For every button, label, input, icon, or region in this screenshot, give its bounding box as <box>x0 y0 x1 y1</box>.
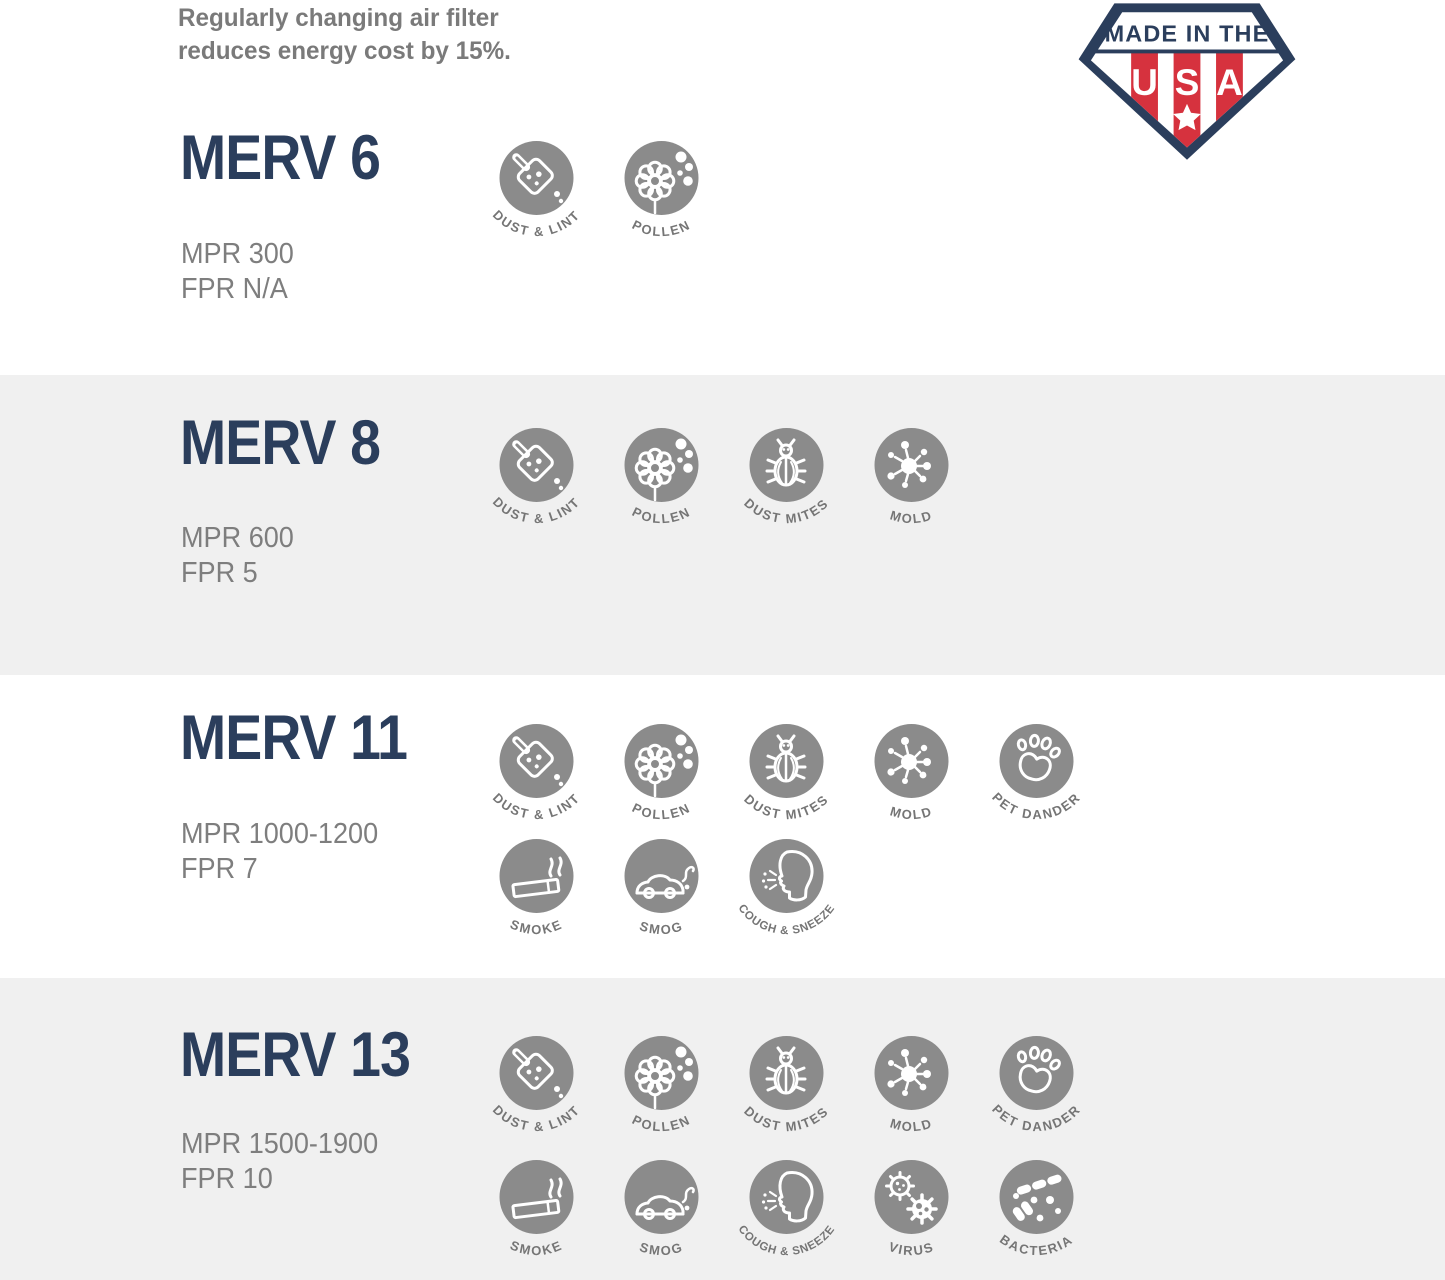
dust-lint-icon: DUST & LINT <box>474 720 599 845</box>
merv6-ratings: MPR 300 FPR N/A <box>181 237 294 307</box>
icon-label: VIRUS <box>887 1239 936 1258</box>
badge-star-icon <box>1173 103 1201 131</box>
merv8-section-background <box>0 375 1445 675</box>
merv6-fpr: FPR N/A <box>181 272 288 305</box>
mold-icon: MOLD <box>849 1032 974 1157</box>
smog-icon: SMOG <box>599 1156 724 1280</box>
merv8-fpr: FPR 5 <box>181 556 258 589</box>
icon-label: SMOKE <box>508 1237 565 1258</box>
icon-label: POLLEN <box>630 800 693 822</box>
dust-lint-icon: DUST & LINT <box>474 1032 599 1157</box>
merv6-mpr: MPR 300 <box>181 238 294 270</box>
tagline: Regularly changing air filter reduces en… <box>178 2 547 68</box>
merv8-icon-row: DUST & LINT POLLEN <box>474 424 974 549</box>
icon-label: SMOG <box>638 918 686 937</box>
merv11-ratings: MPR 1000-1200 FPR 7 <box>181 817 378 887</box>
dust-mites-icon: DUST MITES <box>724 1032 849 1157</box>
icon-label: POLLEN <box>630 217 693 239</box>
badge-letter-s: S <box>1175 62 1200 103</box>
merv13-icon-row-1: DUST & LINT POLLEN <box>474 1032 1099 1157</box>
cough-sneeze-icon: COUGH & SNEEZE <box>724 835 849 960</box>
merv13-mpr: MPR 1500-1900 <box>181 1128 379 1160</box>
merv8-title: MERV 8 <box>180 408 381 478</box>
merv13-ratings: MPR 1500-1900 FPR 10 <box>181 1127 378 1197</box>
merv11-icon-row-2: SMOKE SMOG COUGH <box>474 835 849 960</box>
pet-dander-icon: PET DANDER <box>974 1032 1099 1157</box>
made-in-usa-badge: U S A MADE IN THE <box>1078 3 1296 160</box>
merv8-mpr: MPR 600 <box>181 522 294 554</box>
icon-label: BACTERIA <box>997 1232 1076 1259</box>
pollen-icon: POLLEN <box>599 137 724 262</box>
tagline-line1: Regularly changing air filter <box>178 4 499 32</box>
badge-letter-a: A <box>1216 62 1243 103</box>
pollen-icon: POLLEN <box>599 1032 724 1157</box>
bacteria-icon: BACTERIA <box>974 1156 1099 1280</box>
dust-lint-icon: DUST & LINT <box>474 424 599 549</box>
merv11-fpr: FPR 7 <box>181 852 258 885</box>
merv11-mpr: MPR 1000-1200 <box>181 818 379 850</box>
dust-lint-icon: DUST & LINT <box>474 137 599 262</box>
virus-icon: VIRUS <box>849 1156 974 1280</box>
icon-label: SMOKE <box>508 916 565 937</box>
merv13-fpr: FPR 10 <box>181 1162 273 1195</box>
pet-dander-icon: PET DANDER <box>974 720 1099 845</box>
smog-icon: SMOG <box>599 835 724 960</box>
merv6-icon-row: DUST & LINT POLLEN <box>474 137 724 262</box>
merv13-title: MERV 13 <box>180 1020 411 1090</box>
icon-label: MOLD <box>888 803 934 822</box>
icon-label: MOLD <box>888 1115 934 1134</box>
merv8-ratings: MPR 600 FPR 5 <box>181 521 294 591</box>
dust-mites-icon: DUST MITES <box>724 720 849 845</box>
tagline-line2: reduces energy cost by 15%. <box>178 37 511 65</box>
icon-label: POLLEN <box>630 1112 693 1134</box>
merv13-section-background <box>0 978 1445 1280</box>
pollen-icon: POLLEN <box>599 424 724 549</box>
merv11-title: MERV 11 <box>180 703 408 773</box>
merv13-icon-row-2: SMOKE SMOG COUGH <box>474 1156 1099 1280</box>
smoke-icon: SMOKE <box>474 1156 599 1280</box>
cough-sneeze-icon: COUGH & SNEEZE <box>724 1156 849 1280</box>
merv6-title: MERV 6 <box>180 123 381 193</box>
mold-icon: MOLD <box>849 720 974 845</box>
icon-label: POLLEN <box>630 504 693 526</box>
smoke-icon: SMOKE <box>474 835 599 960</box>
badge-letter-u: U <box>1131 62 1158 103</box>
icon-label: SMOG <box>638 1239 686 1258</box>
badge-stripes: U S A <box>1131 52 1243 148</box>
icon-label: MOLD <box>888 507 934 526</box>
badge-top-text: MADE IN THE <box>1105 20 1270 46</box>
pollen-icon: POLLEN <box>599 720 724 845</box>
mold-icon: MOLD <box>849 424 974 549</box>
dust-mites-icon: DUST MITES <box>724 424 849 549</box>
merv11-icon-row-1: DUST & LINT POLLEN <box>474 720 1099 845</box>
